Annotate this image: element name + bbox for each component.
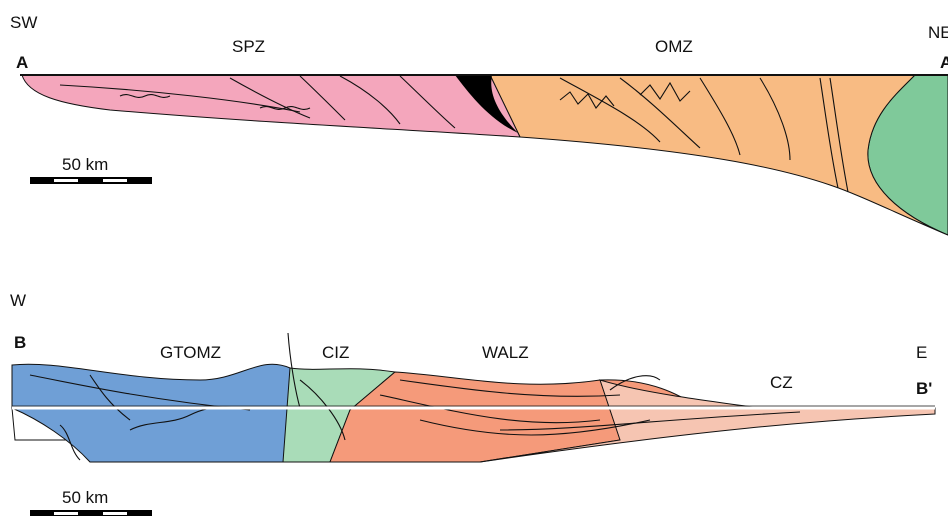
direction-label: W <box>10 291 26 310</box>
scale-bar-b <box>30 510 152 516</box>
zone-spz <box>22 75 520 137</box>
scale-label: 50 km <box>62 155 108 174</box>
section-label: B' <box>916 379 932 398</box>
zone-gtomz <box>12 364 298 462</box>
direction-label: SW <box>10 13 37 32</box>
section-b <box>12 333 935 516</box>
section-label: A' <box>940 53 948 72</box>
direction-label: NE <box>928 23 948 42</box>
scale-bar-a <box>30 177 152 184</box>
zone-label: GTOMZ <box>160 343 221 362</box>
zone-label: CZ <box>770 373 793 392</box>
section-label: B <box>14 333 26 352</box>
section-label: A <box>16 53 28 72</box>
scale-label: 50 km <box>62 488 108 507</box>
direction-label: E <box>916 343 927 362</box>
zone-label: WALZ <box>482 343 529 362</box>
zone-label: CIZ <box>322 343 349 362</box>
zone-label: SPZ <box>232 37 265 56</box>
cross-sections: SW NE A A' SPZ OMZ 50 km <box>0 0 948 516</box>
section-a <box>20 75 948 235</box>
zone-label: OMZ <box>655 37 693 56</box>
